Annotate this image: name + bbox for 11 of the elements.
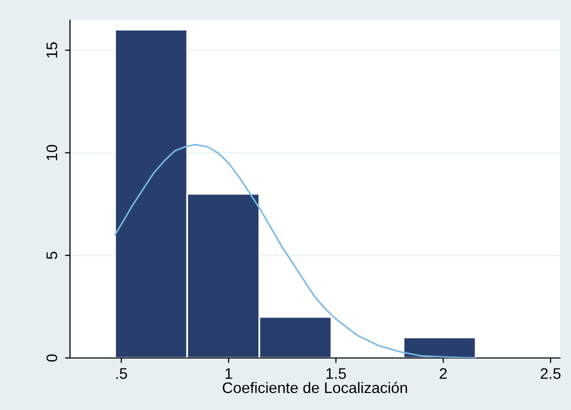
x-tick-label: 2.5 — [540, 368, 561, 379]
x-tick-label: 2 — [440, 368, 447, 379]
y-tick-label: 10 — [46, 144, 58, 160]
x-axis-title: Coeficiente de Localización — [222, 382, 408, 394]
line-series — [114, 144, 476, 358]
y-tick-label: 0 — [46, 354, 58, 362]
x-tick-label: 1 — [226, 368, 232, 379]
x-tick-label: 1.5 — [326, 368, 346, 379]
y-tick-label: 15 — [46, 42, 58, 58]
y-tick-label: 5 — [46, 252, 58, 260]
x-tick-label: .5 — [116, 368, 128, 379]
